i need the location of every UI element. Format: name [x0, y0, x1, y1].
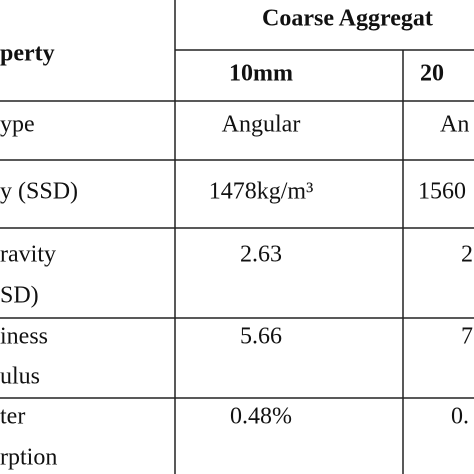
cell: 2 [461, 242, 473, 268]
cell: 0.48% [230, 404, 292, 430]
cell: 5.66 [240, 324, 282, 350]
header-property: perty [0, 41, 55, 67]
cell: Angular [222, 112, 301, 138]
cell: 2.63 [240, 242, 282, 268]
cell: 7 [461, 324, 473, 350]
row-label: SD) [0, 283, 39, 309]
row-label: iness [0, 324, 48, 350]
header-size: 10mm [229, 61, 293, 87]
header-group: Coarse Aggregat [262, 6, 433, 32]
row-label: ravity [0, 242, 56, 268]
header-size: 20 [420, 61, 444, 87]
cell: 1478kg/m³ [209, 179, 314, 205]
cell: An [440, 112, 469, 138]
row-label: ter [0, 404, 25, 430]
row-label: ulus [0, 364, 40, 390]
cell: 0. [451, 404, 469, 430]
cell: 1560 [418, 179, 466, 205]
row-label: rption [0, 445, 57, 471]
row-label: y (SSD) [0, 179, 78, 205]
row-label: ype [0, 112, 35, 138]
